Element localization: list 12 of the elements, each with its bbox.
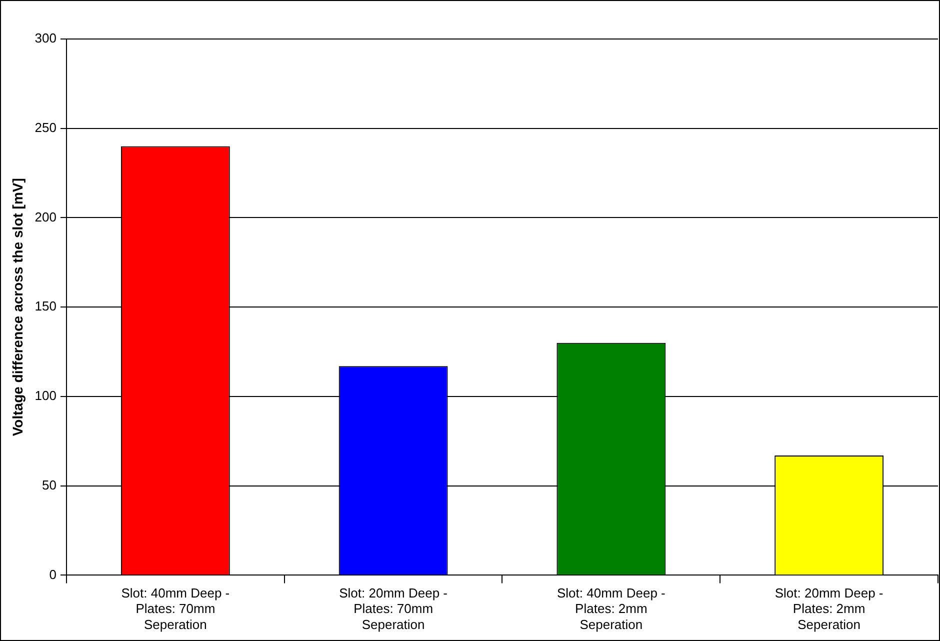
y-tick-label: 150: [34, 298, 56, 314]
y-tick-label: 300: [34, 30, 56, 46]
y-tick-label: 100: [34, 388, 56, 404]
x-tick-label: Slot: 20mm Deep - Plates: 70mm Seperation: [339, 586, 448, 632]
x-tick-label: Slot: 20mm Deep - Plates: 2mm Seperation: [774, 586, 884, 632]
y-tick-label: 50: [42, 477, 56, 492]
y-axis-title: Voltage difference across the slot [mV]: [9, 178, 26, 436]
x-tick-label: Slot: 40mm Deep - Plates: 70mm Seperation: [121, 586, 230, 632]
y-tick-label: 200: [34, 209, 56, 224]
y-tick-label: 0: [49, 566, 56, 582]
x-tick-label: Slot: 40mm Deep - Plates: 2mm Seperation: [556, 586, 666, 632]
y-tick-label: 250: [34, 120, 56, 135]
